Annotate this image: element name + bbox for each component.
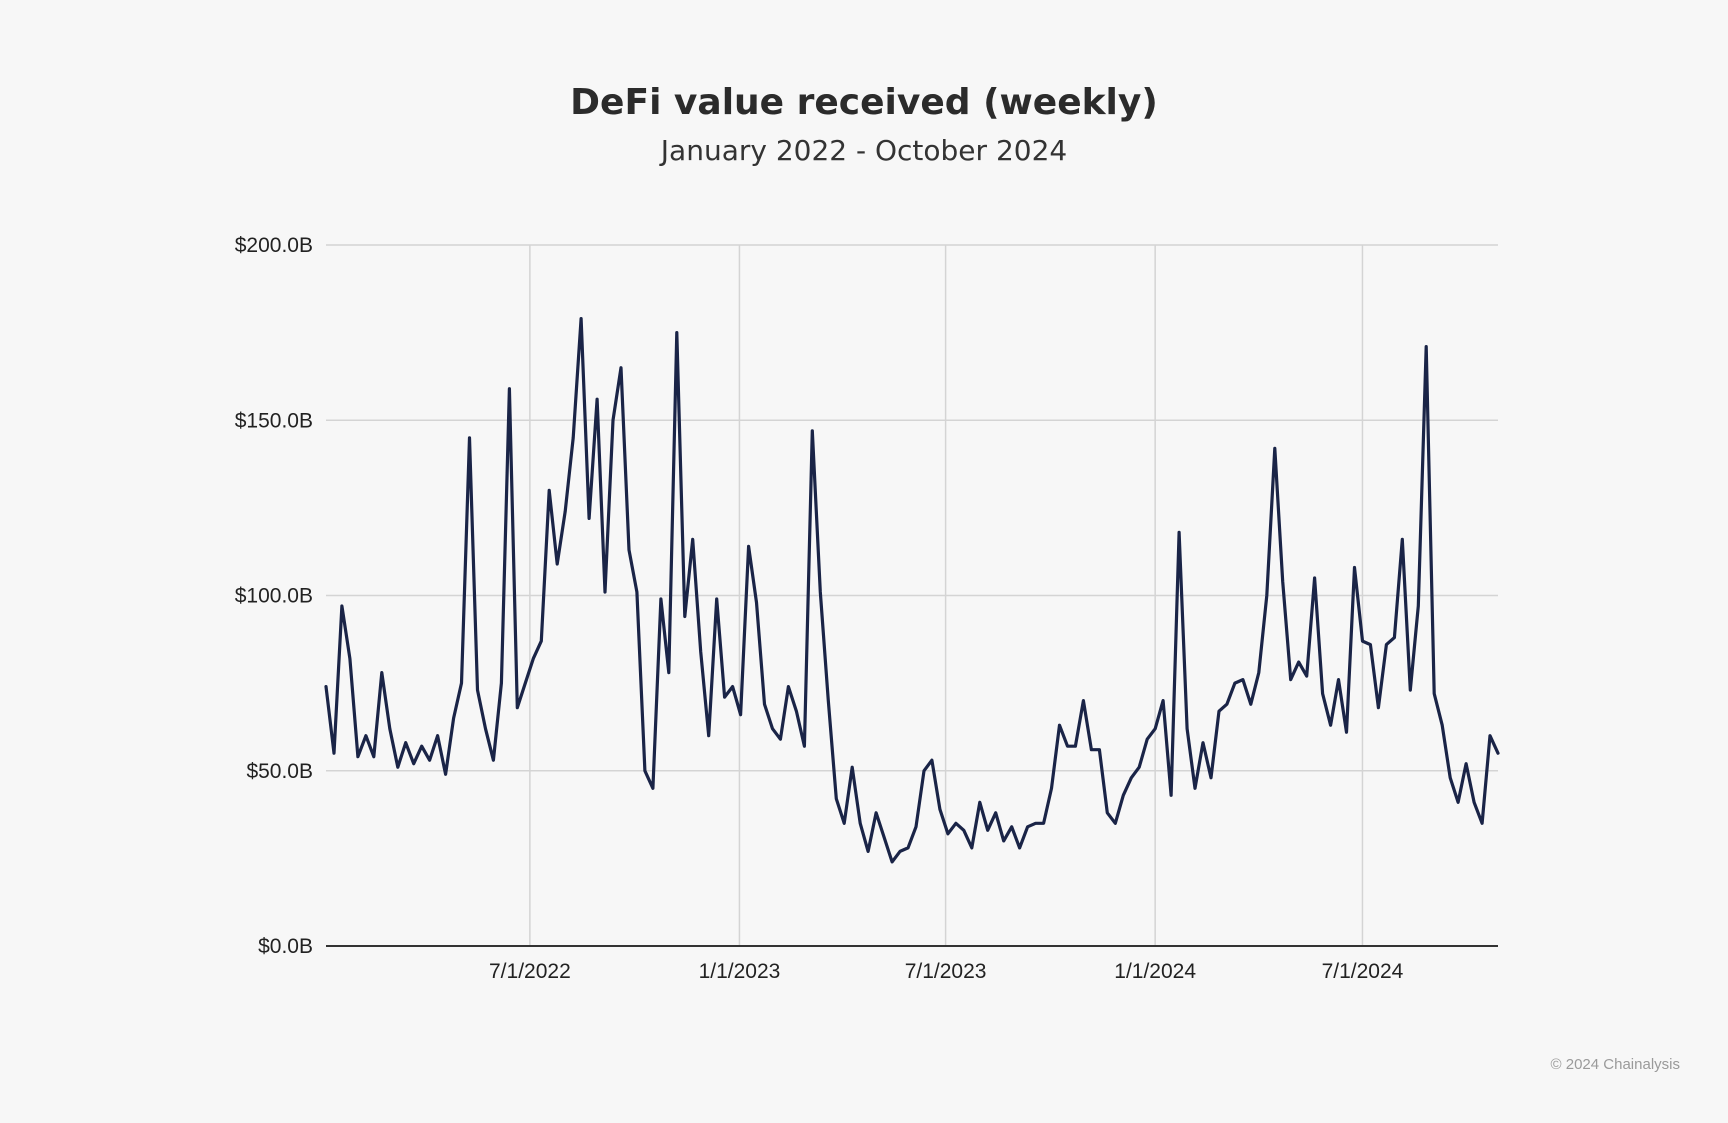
x-tick-label: 7/1/2023 [905,960,987,983]
series-layer [324,317,1500,864]
chart-subtitle: January 2022 - October 2024 [660,134,1068,167]
chart-title: DeFi value received (weekly) [570,82,1158,123]
y-axis-tick-labels: $0.0B $50.0B $100.0B $150.0B $200.0B [235,234,313,958]
y-tick-label: $100.0B [235,585,313,608]
copyright-notice: © 2024 Chainalysis [1550,1056,1680,1073]
x-tick-label: 7/1/2024 [1322,960,1404,983]
y-tick-label: $50.0B [246,760,313,783]
y-tick-label: $0.0B [258,935,313,958]
x-tick-label: 7/1/2022 [489,960,571,983]
x-axis-tick-labels: 7/1/2022 1/1/2023 7/1/2023 1/1/2024 7/1/2024 [489,960,1404,983]
series-line [324,317,1500,864]
y-tick-label: $150.0B [235,409,313,432]
x-tick-label: 1/1/2023 [699,960,781,983]
x-tick-label: 1/1/2024 [1114,960,1196,983]
y-tick-label: $200.0B [235,234,313,257]
